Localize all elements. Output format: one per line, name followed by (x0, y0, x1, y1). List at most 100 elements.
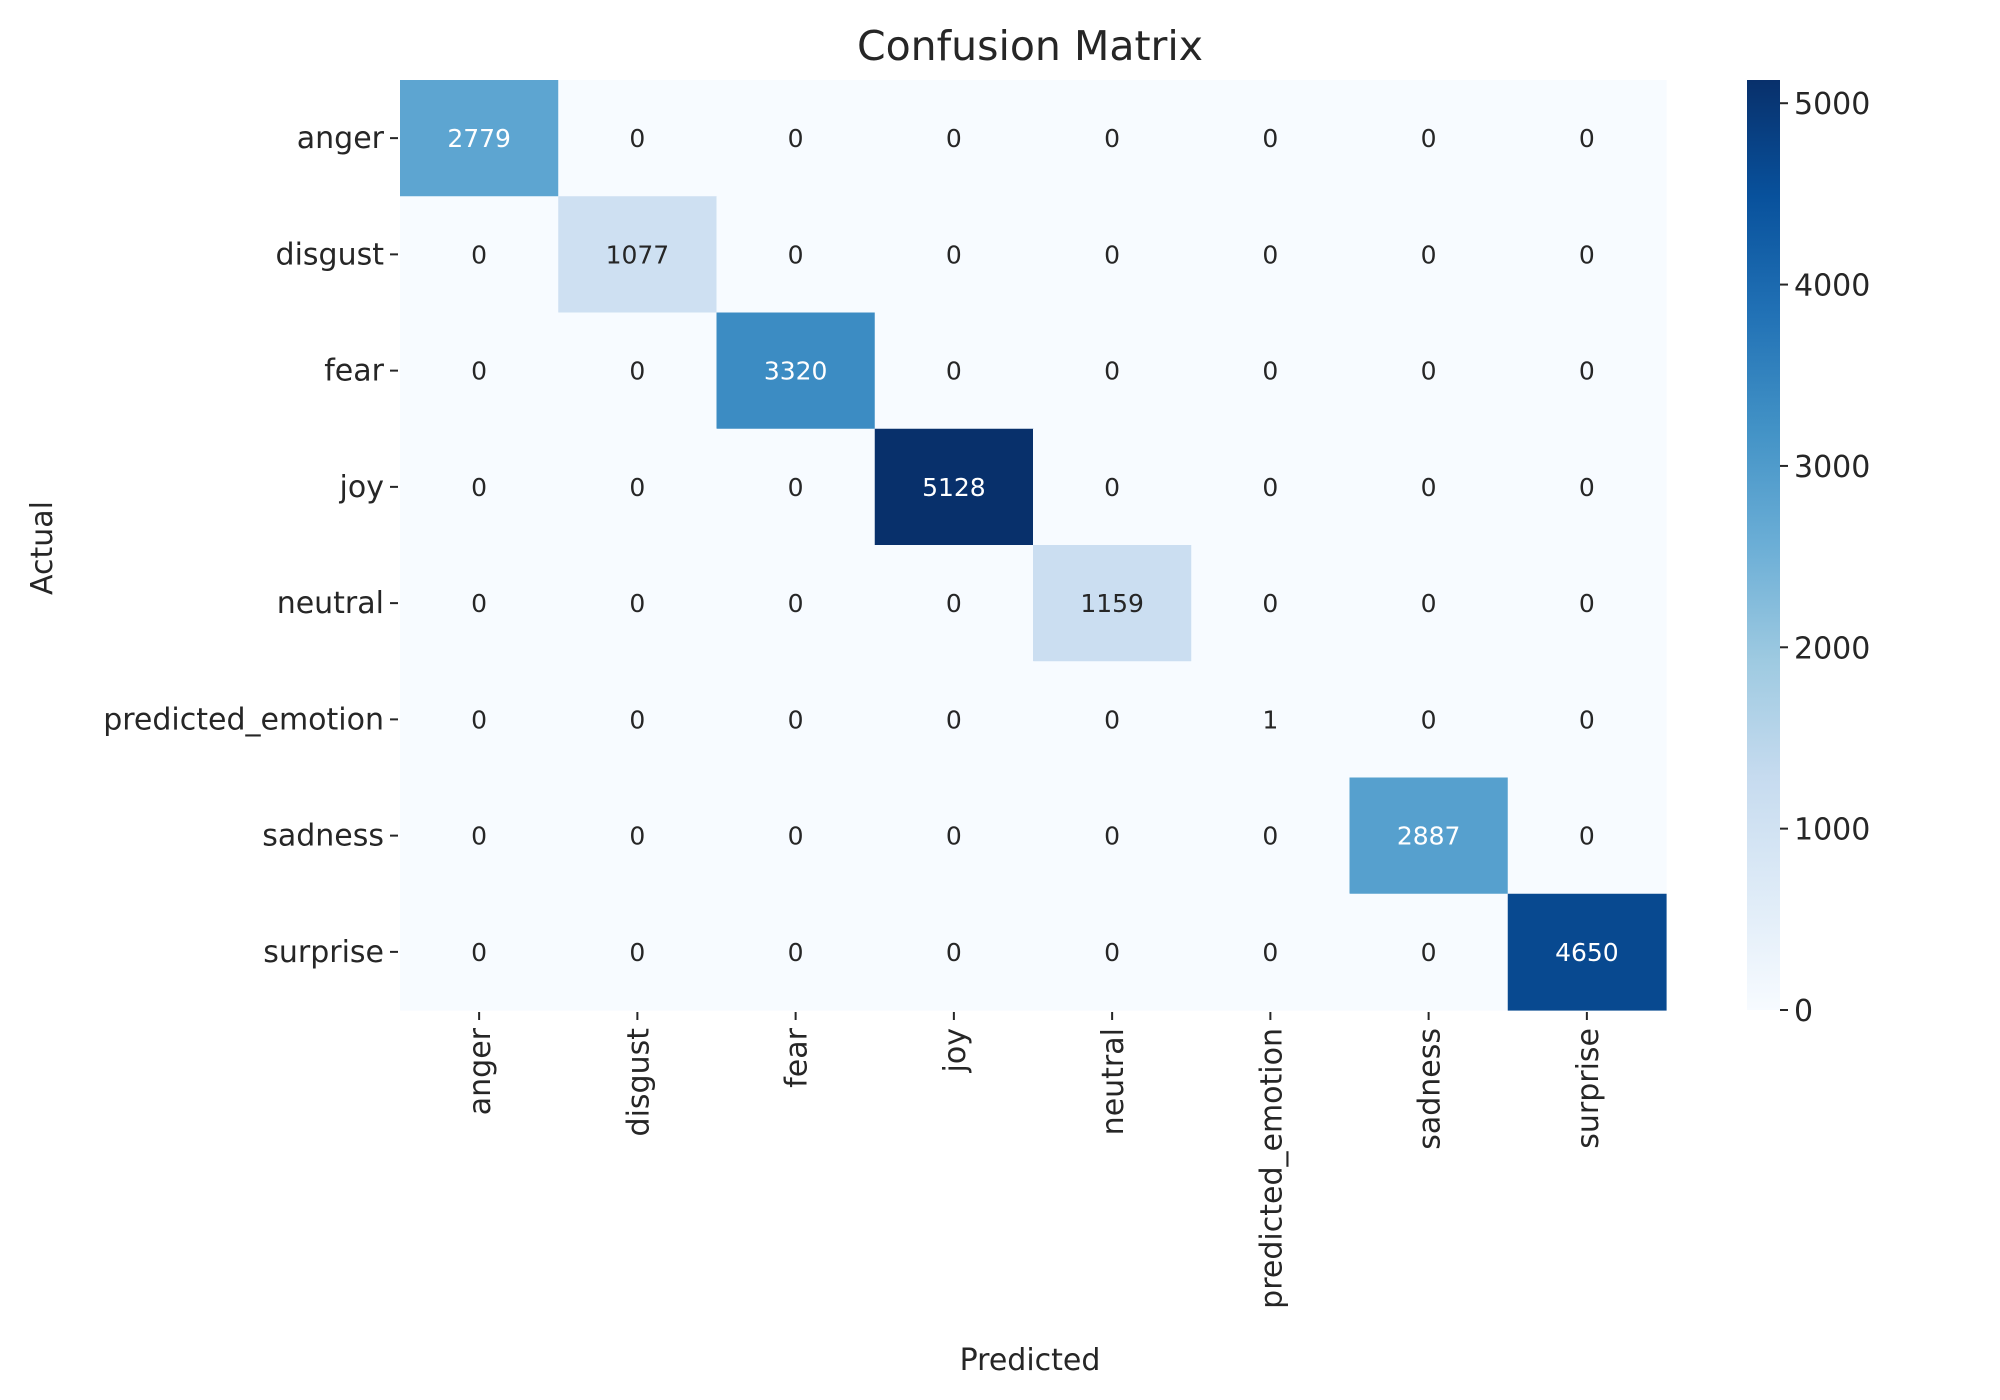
cell-value-label: 3320 (764, 357, 828, 386)
heatmap-cell (1507, 777, 1667, 895)
y-tick-label: neutral (277, 586, 384, 621)
heatmap-cell (874, 312, 1034, 430)
cell-value-label: 1159 (1080, 589, 1144, 618)
heatmap-cell (1507, 312, 1667, 430)
cell-value-label: 0 (1262, 124, 1278, 153)
colorbar-tick-label: 0 (1794, 994, 1813, 1029)
cell-value-label: 0 (1262, 589, 1278, 618)
heatmap-cell (1191, 80, 1351, 197)
y-axis: anger disgust fear joy neutral predicted_emot… (103, 121, 398, 970)
heatmap-cell (874, 80, 1034, 197)
y-tick-label: surprise (263, 935, 384, 970)
cell-value-label: 0 (946, 240, 962, 269)
colorbar-tick-label: 5000 (1794, 87, 1870, 122)
heatmap-cell (1349, 80, 1509, 197)
heatmap-cell (558, 428, 718, 546)
heatmap-cell (1191, 545, 1351, 662)
cell-value-label: 0 (629, 124, 645, 153)
heatmap-cell (1349, 661, 1509, 779)
colorbar: 0 1000 2000 3000 4000 5000 (1747, 80, 1870, 1029)
cell-value-label: 0 (788, 589, 804, 618)
y-tick-label: joy (339, 470, 384, 505)
cell-value-label: 0 (471, 240, 487, 269)
heatmap-cell (1507, 428, 1667, 546)
heatmap-cell (400, 661, 559, 779)
x-tick-label: joy (938, 1028, 973, 1073)
cell-value-label: 0 (629, 938, 645, 967)
heatmap-cell (400, 545, 559, 662)
y-tick-label: predicted_emotion (103, 702, 384, 737)
y-axis-label: Actual (25, 501, 60, 595)
cell-value-label: 5128 (922, 473, 986, 502)
heatmap-cell (400, 428, 559, 546)
cell-value-label: 0 (788, 938, 804, 967)
cell-value-label: 0 (1262, 240, 1278, 269)
cell-value-label: 0 (1104, 124, 1120, 153)
y-tick-label: fear (324, 354, 384, 389)
heatmap-cell (1033, 428, 1192, 546)
heatmap-cell (716, 893, 876, 1011)
heatmap-cell (874, 893, 1034, 1011)
cell-value-label: 0 (946, 589, 962, 618)
x-axis-label: Predicted (960, 1343, 1101, 1378)
cell-value-label: 0 (1421, 124, 1437, 153)
cell-value-label: 2779 (447, 124, 511, 153)
cell-value-label: 0 (788, 822, 804, 851)
heatmap-cell (1349, 196, 1509, 314)
cell-value-label: 0 (629, 357, 645, 386)
y-tick-label: disgust (276, 237, 385, 272)
cell-value-label: 0 (1262, 357, 1278, 386)
cell-value-label: 1077 (606, 240, 670, 269)
cell-value-label: 0 (1104, 473, 1120, 502)
heatmap-cell (1349, 545, 1509, 662)
heatmap-cell (1191, 661, 1351, 779)
cell-value-label: 0 (946, 124, 962, 153)
heatmap-cells: 2779 0 0 0 0 0 0 0 0 1077 0 0 0 0 0 0 0 0 3320 0 0 0 0 0 0 0 0 5128… (400, 80, 1667, 1011)
cell-value-label: 0 (1421, 357, 1437, 386)
heatmap-cell (874, 661, 1034, 779)
cell-value-label: 0 (1104, 240, 1120, 269)
cell-value-label: 0 (471, 705, 487, 734)
chart-title: Confusion Matrix (857, 22, 1203, 70)
cell-value-label: 0 (471, 357, 487, 386)
y-tick-label: anger (297, 121, 385, 156)
heatmap-cell (874, 777, 1034, 895)
x-tick-label: surprise (1571, 1028, 1606, 1149)
x-tick-label: disgust (621, 1028, 656, 1137)
heatmap-cell (716, 312, 876, 430)
cell-value-label: 0 (1579, 589, 1595, 618)
heatmap-cell (400, 196, 559, 314)
heatmap-cell (1191, 428, 1351, 546)
cell-value-label: 0 (1104, 822, 1120, 851)
heatmap-cell (716, 428, 876, 546)
heatmap-cell (1507, 661, 1667, 779)
cell-value-label: 0 (946, 357, 962, 386)
heatmap-cell (558, 312, 718, 430)
cell-value-label: 0 (471, 473, 487, 502)
cell-value-label: 0 (1262, 473, 1278, 502)
cell-value-label: 0 (629, 705, 645, 734)
cell-value-label: 2887 (1397, 822, 1461, 851)
heatmap-cell (1033, 312, 1192, 430)
colorbar-tick-label: 1000 (1794, 813, 1870, 848)
heatmap-cell (1191, 312, 1351, 430)
heatmap-cell (1191, 777, 1351, 895)
cell-value-label: 0 (1421, 473, 1437, 502)
heatmap-cell (1191, 196, 1351, 314)
heatmap-cell (1349, 428, 1509, 546)
heatmap-cell (1033, 661, 1192, 779)
cell-value-label: 0 (788, 240, 804, 269)
cell-value-label: 4650 (1555, 938, 1619, 967)
heatmap-cell (716, 80, 876, 197)
heatmap-cell (1033, 80, 1192, 197)
heatmap-cell (1191, 893, 1351, 1011)
heatmap-cell (400, 312, 559, 430)
heatmap-cell (716, 777, 876, 895)
cell-value-label: 0 (946, 822, 962, 851)
cell-value-label: 0 (1579, 705, 1595, 734)
heatmap-cell (874, 428, 1034, 546)
cell-value-label: 1 (1262, 705, 1278, 734)
cell-value-label: 0 (788, 124, 804, 153)
cell-value-label: 0 (1262, 822, 1278, 851)
heatmap-cell (558, 661, 718, 779)
